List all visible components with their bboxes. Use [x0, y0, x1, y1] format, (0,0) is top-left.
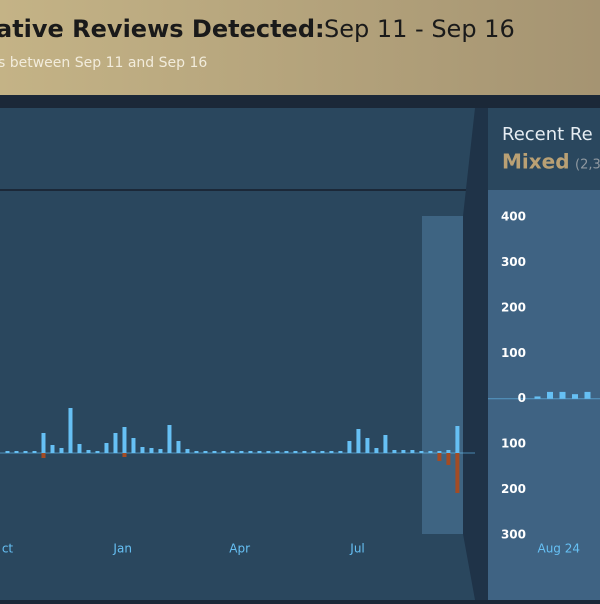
bar — [547, 391, 553, 399]
separator — [0, 95, 600, 108]
bar — [365, 438, 370, 453]
bar — [455, 453, 460, 493]
bar — [86, 450, 91, 453]
bar — [68, 408, 73, 453]
bar — [122, 453, 127, 457]
recent-title: Recent Re — [502, 124, 593, 145]
bar — [437, 453, 442, 461]
bar — [185, 449, 190, 453]
bar — [275, 451, 280, 453]
bar — [158, 449, 163, 453]
bar — [419, 451, 424, 453]
recent-count: (2,3 — [575, 158, 600, 173]
x-tick-label: Apr — [229, 542, 250, 556]
bar — [212, 451, 217, 453]
bar — [14, 451, 19, 453]
bar — [122, 427, 127, 453]
bar — [176, 441, 181, 453]
bar — [239, 451, 244, 453]
bar — [311, 451, 316, 453]
banner — [0, 0, 600, 95]
bar — [446, 450, 451, 453]
bar — [374, 448, 379, 453]
y-tick-label: 200 — [501, 482, 526, 496]
bar — [320, 451, 325, 453]
y-tick-label: 100 — [501, 346, 526, 360]
bar — [149, 448, 154, 453]
bar — [203, 451, 208, 453]
bar — [131, 438, 136, 453]
left-chart: ct Jan Apr Jul — [0, 408, 475, 556]
bar — [167, 425, 172, 453]
bar — [383, 435, 388, 453]
y-tick-label: 100 — [501, 437, 526, 451]
bar — [41, 433, 46, 453]
bar — [401, 450, 406, 453]
bar — [392, 450, 397, 453]
bar — [50, 445, 55, 453]
x-tick-label: Jul — [349, 542, 364, 556]
bar — [534, 396, 541, 399]
bar — [428, 451, 433, 453]
bar — [59, 448, 64, 453]
bar — [410, 450, 415, 453]
bar — [257, 451, 262, 453]
bar — [32, 451, 37, 453]
bar — [329, 451, 334, 453]
bar — [221, 451, 226, 453]
banner-dates: Sep 11 - Sep 16 — [324, 15, 515, 43]
bar — [446, 453, 451, 465]
left-panel — [0, 108, 475, 600]
y-tick-label: 0 — [518, 391, 526, 405]
bar — [41, 453, 46, 458]
bar — [95, 451, 100, 453]
bar — [140, 447, 145, 453]
banner-title: ative Reviews Detected: — [0, 15, 325, 43]
right-panel — [488, 190, 600, 600]
bar — [572, 394, 578, 399]
bar — [230, 451, 235, 453]
bar — [104, 443, 109, 453]
right-chart: 400 300 200 100 0 100 200 300 Aug 24 — [488, 210, 600, 556]
bar — [584, 391, 591, 399]
bar — [437, 451, 442, 453]
y-tick-label: 400 — [501, 210, 526, 224]
zoom-connector — [463, 108, 488, 600]
bar — [23, 451, 28, 453]
bar — [455, 426, 460, 453]
y-tick-label: 200 — [501, 300, 526, 314]
bar — [248, 451, 253, 453]
x-tick-label: ct — [2, 542, 14, 556]
bar — [338, 451, 343, 453]
bar — [284, 451, 289, 453]
bar — [559, 391, 566, 399]
banner-subtitle: s between Sep 11 and Sep 16 — [0, 55, 207, 71]
x-tick-label: Aug 24 — [537, 542, 580, 556]
bar — [293, 451, 298, 453]
bar — [194, 451, 199, 453]
bar — [266, 451, 271, 453]
recent-rating: Mixed — [502, 150, 570, 174]
bar — [302, 451, 307, 453]
y-tick-label: 300 — [501, 255, 526, 269]
bar — [5, 451, 10, 453]
bar — [347, 441, 352, 453]
x-tick-label: Jan — [112, 542, 132, 556]
bar — [356, 429, 361, 453]
y-tick-label: 300 — [501, 528, 526, 542]
bar — [113, 433, 118, 453]
bar — [77, 444, 82, 453]
